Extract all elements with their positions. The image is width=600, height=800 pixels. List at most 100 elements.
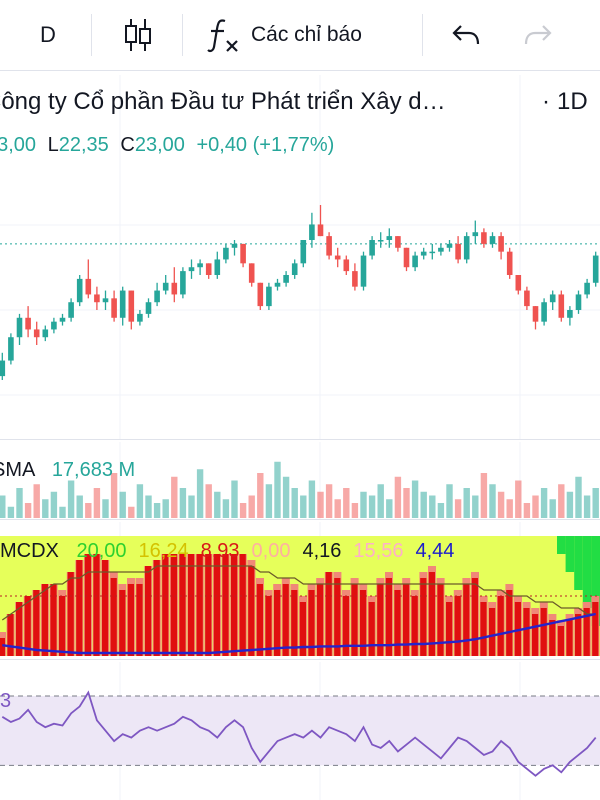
candle-body xyxy=(16,317,23,338)
candle-body xyxy=(59,317,66,322)
timeframe-label[interactable]: 1D xyxy=(557,88,588,115)
volume-bar xyxy=(282,476,290,518)
candle-body xyxy=(369,240,375,256)
mcdx-banker-bar xyxy=(523,608,530,656)
volume-bar xyxy=(110,473,118,518)
mcdx-banker-bar xyxy=(136,584,143,656)
volume-bar xyxy=(257,473,264,518)
mcdx-banker-bar xyxy=(411,596,418,656)
low-value: 22,35 xyxy=(58,134,109,156)
candle-body xyxy=(119,290,126,318)
mcdx-banker-bar xyxy=(454,596,461,656)
mcdx-banker-bar xyxy=(102,560,109,656)
volume-bar xyxy=(480,473,488,518)
undo-button[interactable] xyxy=(440,0,492,70)
mcdx-banker-bar xyxy=(162,554,169,656)
volume-bar xyxy=(523,503,531,518)
mcdx-banker-bar xyxy=(274,590,281,656)
candle-body xyxy=(42,329,49,338)
volume-bar xyxy=(377,484,384,518)
candle-body xyxy=(162,282,169,291)
interval-button[interactable]: D xyxy=(20,0,76,70)
candle-body xyxy=(524,290,530,307)
mcdx-chart[interactable] xyxy=(0,522,600,660)
volume-bar xyxy=(145,495,152,518)
mcdx-banker-bar xyxy=(497,596,504,656)
volume-bar xyxy=(506,499,513,518)
mcdx-banker-bar xyxy=(170,554,177,656)
volume-bar xyxy=(429,495,436,518)
mcdx-banker-bar xyxy=(248,566,255,656)
mcdx-banker-bar xyxy=(420,578,427,656)
candle-body xyxy=(558,294,565,318)
candle-body xyxy=(214,259,221,275)
volume-bar xyxy=(308,480,316,518)
volume-bar xyxy=(265,484,273,518)
volume-chart[interactable] xyxy=(0,442,600,520)
mcdx-retail-bar xyxy=(488,536,498,656)
mcdx-banker-bar xyxy=(446,602,453,656)
symbol-name[interactable]: Công ty Cổ phần Đầu tư Phát triển Xây d… xyxy=(0,88,446,115)
volume-bar xyxy=(162,499,169,518)
mcdx-banker-bar xyxy=(299,602,306,656)
rsi-line xyxy=(1,690,597,777)
volume-bar xyxy=(171,476,178,518)
candle-body xyxy=(567,310,573,318)
ohlc-legend: 23,00 L22,35 C23,00 +0,40 (+1,77%) xyxy=(0,134,334,157)
chart-type-button[interactable] xyxy=(110,0,166,70)
volume-bar xyxy=(403,488,410,518)
mcdx-banker-bar xyxy=(222,554,229,656)
mcdx-value: 16,24 xyxy=(138,540,189,562)
candle-body xyxy=(352,271,358,287)
mcdx-banker-bar xyxy=(265,596,272,656)
mcdx-banker-bar xyxy=(549,620,556,656)
candle-body xyxy=(188,267,195,272)
mcdx-banker-bar xyxy=(403,584,410,656)
mcdx-banker-bar xyxy=(196,554,203,656)
mcdx-legend: MCDX 20,00 16,24 8,93 0,00 4,16 15,56 4,44 xyxy=(0,540,454,563)
mcdx-banker-bar xyxy=(592,602,599,656)
candle-body xyxy=(498,236,504,252)
mcdx-banker-bar xyxy=(325,572,332,656)
mcdx-banker-bar xyxy=(93,554,100,656)
mcdx-banker-bar xyxy=(566,620,573,656)
candle-body xyxy=(76,278,83,303)
mcdx-banker-bar xyxy=(67,572,74,656)
redo-button[interactable] xyxy=(512,0,564,70)
volume-bar xyxy=(325,484,333,518)
mcdx-banker-bar xyxy=(50,584,57,656)
candle-body xyxy=(257,282,264,307)
candle-body xyxy=(171,282,178,295)
mcdx-banker-bar xyxy=(394,590,401,656)
candle-body xyxy=(438,247,444,252)
mcdx-banker-bar xyxy=(84,554,91,656)
mcdx-retail-bar xyxy=(539,536,549,656)
volume-legend: SMA 17,683 M xyxy=(0,459,135,482)
mcdx-banker-bar xyxy=(428,572,435,656)
mcdx-banker-bar xyxy=(351,584,358,656)
indicators-button[interactable]: Các chỉ báo xyxy=(205,0,405,70)
price-chart[interactable] xyxy=(0,75,600,440)
mcdx-banker-bar xyxy=(239,554,246,656)
mcdx-banker-bar xyxy=(317,584,324,656)
candle-body xyxy=(395,236,401,248)
mcdx-hot-bar xyxy=(565,536,575,572)
chart-toolbar: D Các chỉ báo xyxy=(0,0,600,71)
volume-bar xyxy=(351,503,359,518)
volume-bar xyxy=(515,480,522,518)
volume-bar xyxy=(248,495,255,518)
volume-bar xyxy=(222,499,230,518)
volume-bar xyxy=(128,506,135,518)
volume-bar xyxy=(420,491,427,518)
volume-bar xyxy=(437,503,445,518)
rsi-chart[interactable] xyxy=(0,662,600,800)
toolbar-divider xyxy=(91,14,92,56)
candle-body xyxy=(102,298,109,303)
mcdx-banker-bar xyxy=(480,602,487,656)
candle-body xyxy=(343,259,350,272)
mcdx-banker-bar xyxy=(437,584,444,656)
volume-bar xyxy=(558,484,565,518)
mcdx-banker-bar xyxy=(308,590,315,656)
mcdx-value: 15,56 xyxy=(353,540,404,562)
candle-body xyxy=(455,243,461,260)
